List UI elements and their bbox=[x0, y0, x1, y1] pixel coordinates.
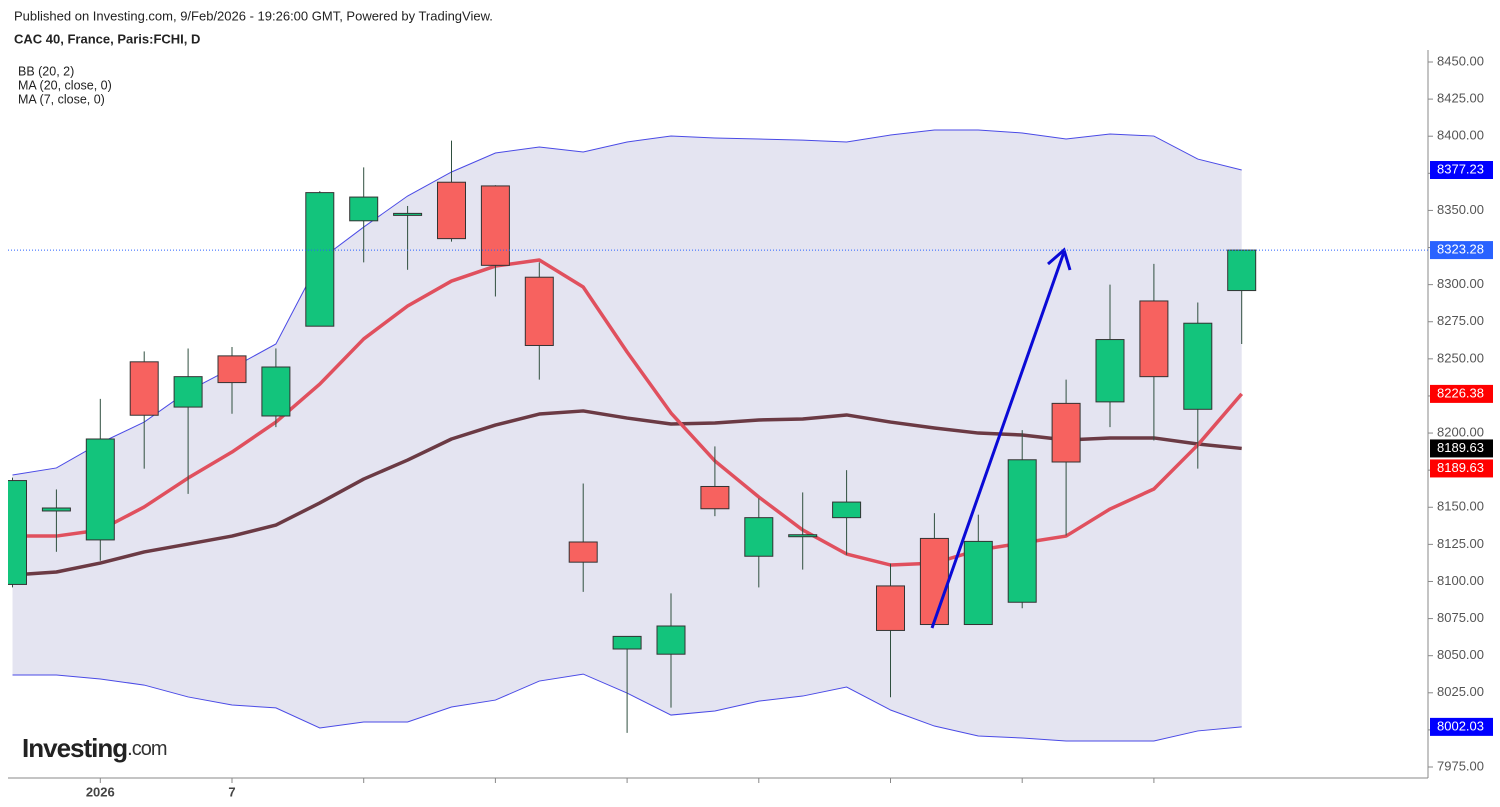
price-label: 8189.63 bbox=[1430, 439, 1493, 458]
candle-body bbox=[1007, 459, 1037, 603]
candle-body bbox=[1095, 339, 1125, 403]
y-tick-label: 8075.00 bbox=[1437, 610, 1484, 625]
candle-body bbox=[612, 635, 642, 650]
y-tick-label: 8450.00 bbox=[1437, 53, 1484, 68]
candle-body bbox=[1139, 300, 1169, 378]
candle-body bbox=[832, 501, 862, 519]
candle-body bbox=[349, 196, 379, 222]
watermark: Investing.com bbox=[22, 733, 167, 763]
watermark-domain: .com bbox=[127, 738, 167, 760]
candle-body bbox=[85, 438, 115, 541]
price-label-box bbox=[1430, 384, 1493, 403]
candle-body bbox=[788, 534, 818, 538]
trend-arrow bbox=[930, 251, 1066, 629]
price-label-box bbox=[1430, 439, 1493, 458]
price-label: 8002.03 bbox=[1430, 717, 1493, 736]
price-label-text: 8189.63 bbox=[1437, 460, 1484, 475]
candle-body bbox=[524, 276, 554, 346]
y-tick-label: 8250.00 bbox=[1437, 350, 1484, 365]
price-label-text: 8226.38 bbox=[1437, 385, 1484, 400]
candle-body bbox=[1227, 249, 1257, 292]
x-tick-label: 7 bbox=[228, 784, 235, 799]
price-label-box bbox=[1430, 459, 1493, 478]
legend-entry: MA (20, close, 0) bbox=[18, 78, 112, 92]
candle-body bbox=[173, 376, 203, 408]
y-tick-label: 7975.00 bbox=[1437, 758, 1484, 773]
price-label-box bbox=[1430, 717, 1493, 736]
x-tick-label: 2026 bbox=[86, 784, 115, 799]
price-label: 8226.38 bbox=[1430, 384, 1493, 403]
legend-entry: BB (20, 2) bbox=[18, 64, 74, 78]
y-tick-label: 8275.00 bbox=[1437, 313, 1484, 328]
legend-entry: MA (7, close, 0) bbox=[18, 92, 105, 106]
candle-body bbox=[437, 181, 466, 240]
band-line bbox=[12, 129, 1242, 476]
y-tick-label: 8100.00 bbox=[1437, 573, 1484, 588]
candle-body bbox=[656, 625, 686, 655]
price-label-text: 8377.23 bbox=[1437, 161, 1484, 176]
y-tick-label: 8425.00 bbox=[1437, 91, 1484, 106]
price-label-box bbox=[1430, 161, 1493, 180]
candle-body bbox=[480, 185, 510, 266]
plot-area bbox=[8, 129, 1257, 742]
price-label-text: 8002.03 bbox=[1437, 718, 1484, 733]
watermark-brand: Investing bbox=[22, 733, 127, 763]
candle-body bbox=[568, 541, 598, 563]
candle-body bbox=[8, 480, 27, 585]
candle-body bbox=[700, 485, 730, 510]
y-tick-label: 8025.00 bbox=[1437, 684, 1484, 699]
price-label: 8377.23 bbox=[1430, 161, 1493, 180]
y-tick-label: 8300.00 bbox=[1437, 276, 1484, 291]
price-label: 8189.63 bbox=[1430, 459, 1493, 478]
candle-body bbox=[744, 517, 774, 557]
candle-body bbox=[261, 366, 291, 417]
candle-body bbox=[393, 212, 423, 216]
y-tick-label: 8150.00 bbox=[1437, 499, 1484, 514]
candle-body bbox=[876, 585, 905, 631]
candle-body bbox=[1183, 322, 1213, 410]
candle-body bbox=[963, 540, 993, 626]
chart-title: CAC 40, France, Paris:FCHI, D bbox=[14, 31, 200, 46]
y-tick-label: 8400.00 bbox=[1437, 128, 1484, 143]
published-note: Published on Investing.com, 9/Feb/2026 -… bbox=[14, 8, 493, 23]
candle-body bbox=[217, 355, 247, 384]
candle-body bbox=[1051, 402, 1081, 463]
price-label: 8323.28 bbox=[1430, 241, 1493, 260]
ma-line bbox=[12, 409, 1242, 577]
candle-body bbox=[919, 537, 949, 626]
price-label-text: 8323.28 bbox=[1437, 242, 1484, 257]
price-label-box bbox=[1430, 241, 1493, 260]
candle-body bbox=[41, 507, 71, 512]
price-label-text: 8189.63 bbox=[1437, 440, 1484, 455]
candle-body bbox=[129, 361, 159, 416]
candle-body bbox=[305, 192, 335, 327]
y-tick-label: 8125.00 bbox=[1437, 536, 1484, 551]
y-tick-label: 8350.00 bbox=[1437, 202, 1484, 217]
ma-line bbox=[12, 258, 1244, 567]
y-tick-label: 8200.00 bbox=[1437, 424, 1484, 439]
y-tick-label: 8050.00 bbox=[1437, 647, 1484, 662]
